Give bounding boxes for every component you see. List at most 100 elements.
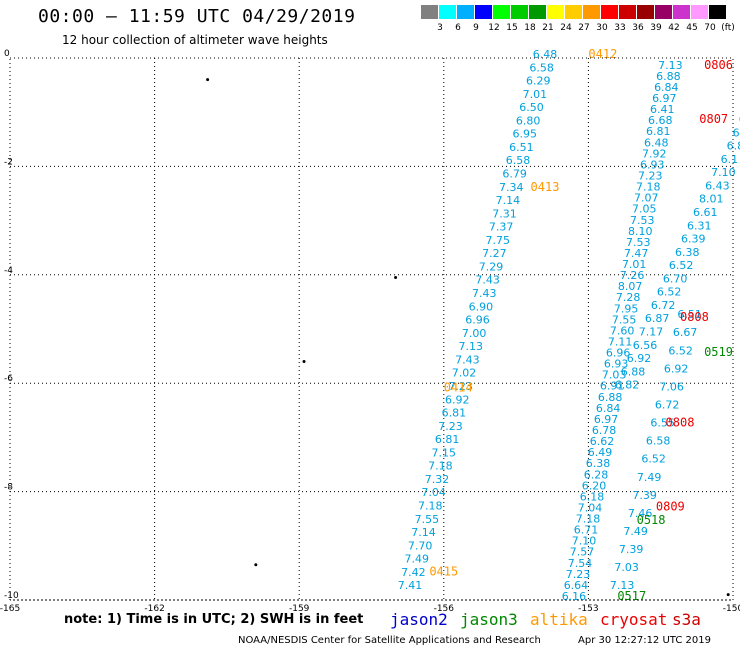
wave-height-value: 7.47 — [624, 247, 649, 260]
pass-number-label: 0806 — [704, 58, 733, 72]
wave-height-value: 7.03 — [602, 369, 627, 382]
wave-height-value: 7.07 — [634, 192, 659, 205]
wave-height-value: 7.28 — [616, 291, 641, 304]
wave-height-value: 6.81 — [646, 125, 671, 138]
wave-height-value: 6.93 — [604, 358, 629, 371]
wave-height-value: 7.10 — [572, 535, 597, 548]
wave-height-value: 7.14 — [496, 194, 521, 207]
wave-height-value: 7.55 — [612, 313, 637, 326]
wave-height-value: 6.56 — [633, 339, 658, 352]
legend-swatch — [529, 5, 546, 19]
wave-height-value: 6.51 — [677, 308, 702, 321]
pass-number-label: 0414 — [444, 380, 473, 394]
legend-label: 18 — [524, 23, 536, 33]
wave-height-value: 7.53 — [626, 236, 651, 249]
island-dot — [302, 360, 306, 364]
x-tick-label: -150 — [723, 604, 740, 614]
wave-height-value: 7.00 — [462, 327, 487, 340]
legend-swatch — [619, 5, 636, 19]
x-tick-label: -153 — [578, 604, 598, 614]
wave-height-value: 6.38 — [586, 457, 611, 470]
wave-height-value: 7.31 — [492, 207, 517, 220]
legend-label: 3 — [437, 23, 443, 33]
wave-height-value: 6.88 — [598, 391, 623, 404]
satellite-label-cryosat: cryosat — [600, 610, 668, 629]
wave-height-value: 6.58 — [646, 435, 671, 448]
legend-label: 42 — [668, 23, 680, 33]
wave-height-value: 6.96 — [606, 347, 631, 360]
wave-height-value: 6.41 — [650, 103, 675, 116]
satellite-label-altika: altika — [530, 610, 588, 629]
wave-height-value: 7.41 — [398, 579, 423, 592]
wave-height-value: 8.10 — [628, 225, 653, 238]
wave-height-value: 6.58 — [506, 154, 531, 167]
legend-label: 33 — [614, 23, 626, 33]
wave-height-value: 6.93 — [640, 158, 665, 171]
units-note: note: 1) Time is in UTC; 2) SWH is in fe… — [64, 612, 364, 627]
wave-height-value: 7.42 — [401, 566, 426, 579]
legend-label: 70 — [704, 23, 716, 33]
pass-number-label: 0517 — [617, 589, 646, 603]
wave-height-value: 6.92 — [445, 393, 470, 406]
x-tick-label: -159 — [289, 604, 310, 614]
wave-height-value: 7.32 — [425, 473, 450, 486]
wave-height-value: 6.96 — [465, 314, 490, 327]
wave-height-value: 7.49 — [637, 471, 662, 484]
legend-label: 21 — [542, 23, 554, 33]
wave-height-value: 7.49 — [405, 553, 430, 566]
legend-swatch — [547, 5, 564, 19]
wave-height-value: 6.55 — [650, 417, 675, 430]
wave-height-value: 7.75 — [486, 234, 511, 247]
wave-height-value: 7.39 — [619, 543, 644, 556]
y-tick-label: -6 — [4, 374, 13, 384]
wave-height-value: 7.14 — [411, 526, 436, 539]
wave-height-value: 6.90 — [469, 300, 494, 313]
pass-number-label: 0519 — [704, 345, 733, 359]
wave-height-value: 6.43 — [705, 179, 730, 192]
pass-number-label: 0808 — [680, 310, 709, 324]
wave-height-value: 7.18 — [636, 181, 661, 194]
wave-height-value: 7.11 — [608, 335, 633, 348]
wave-height-value: 6.88 — [621, 365, 646, 378]
wave-height-value: 6.58 — [529, 61, 554, 74]
island-dot — [206, 78, 210, 82]
legend-swatch — [493, 5, 510, 19]
wave-height-value: 7.23 — [638, 169, 663, 182]
wave-height-value: 7.06 — [659, 380, 684, 393]
wave-height-value: 7.18 — [428, 460, 453, 473]
wave-height-value: 6.71 — [574, 524, 599, 537]
wave-height-value: 6.8 — [733, 126, 740, 139]
x-tick-label: -156 — [434, 604, 455, 614]
wave-height-value: 6.67 — [673, 326, 698, 339]
wave-height-value: 8.07 — [618, 280, 643, 293]
wave-height-value: 6.79 — [502, 168, 527, 181]
legend-label: 12 — [488, 23, 500, 33]
wave-height-value: 7.60 — [610, 324, 635, 337]
wave-height-value: 7.17 — [639, 326, 664, 339]
wave-height-value: 7.34 — [499, 181, 524, 194]
satellite-label-jason2: jason2 — [390, 610, 448, 629]
wave-height-value: 7.10 — [711, 166, 736, 179]
pass-number-label: 0413 — [531, 180, 560, 194]
wave-height-value: 7.03 — [614, 561, 639, 574]
legend-label: (ft) — [721, 23, 735, 33]
x-tick-label: -162 — [144, 604, 164, 614]
y-tick-label: 0 — [4, 49, 10, 59]
legend-label: 39 — [650, 23, 662, 33]
wave-height-value: 6.97 — [594, 413, 619, 426]
wave-height-value: 6.97 — [652, 92, 677, 105]
timestamp-text: Apr 30 12:27:12 UTC 2019 — [578, 635, 711, 646]
wave-height-value: 6.29 — [526, 75, 551, 88]
pass-number-label: 0808 — [666, 416, 695, 430]
wave-height-value: 7.46 — [628, 507, 653, 520]
wave-height-value: 7.01 — [523, 88, 548, 101]
wave-height-value: 6.52 — [641, 453, 666, 466]
wave-height-value: 6.72 — [655, 398, 680, 411]
wave-height-value: 7.57 — [570, 546, 595, 559]
wave-height-value: 6.52 — [669, 259, 694, 272]
wave-height-value: 6.52 — [668, 344, 693, 357]
legend-swatch — [421, 5, 438, 19]
wave-height-value: 6.68 — [648, 114, 673, 127]
wave-height-value: 7.23 — [566, 568, 591, 581]
wave-height-value: 6.48 — [533, 48, 558, 61]
